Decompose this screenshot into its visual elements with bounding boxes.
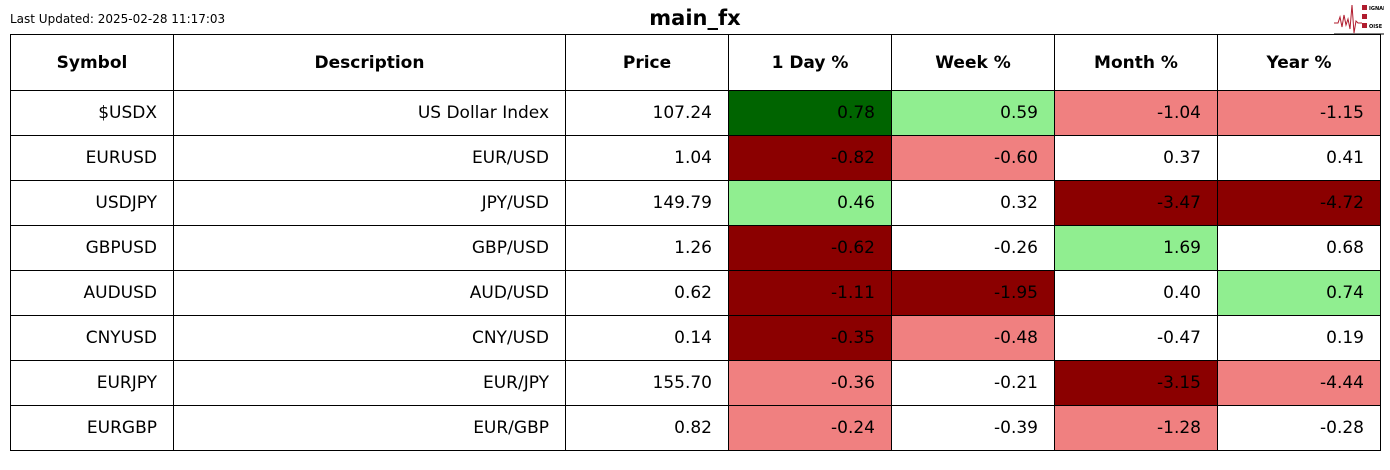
percent-change-cell: -0.24 [728,405,892,451]
percent-change-cell: 0.59 [891,90,1055,136]
table-row: AUDUSD AUD/USD 0.62 -1.11 -1.95 0.40 0.74 [10,270,1381,316]
percent-change-cell: 0.32 [891,180,1055,226]
price-cell: 155.70 [565,360,729,406]
percent-change-cell: -4.72 [1217,180,1381,226]
table-row: GBPUSD GBP/USD 1.26 -0.62 -0.26 1.69 0.68 [10,225,1381,271]
price-cell: 0.82 [565,405,729,451]
table-row: $USDX US Dollar Index 107.24 0.78 0.59 -1.04-… [10,90,1381,136]
percent-change-cell: -1.11 [728,270,892,316]
percent-change-cell: -0.21 [891,360,1055,406]
percent-change-cell: 0.74 [1217,270,1381,316]
percent-change-cell: -1.95 [891,270,1055,316]
table-row: EURJPY EUR/JPY 155.70 -0.36 -0.21 -3.15 -4.44 [10,360,1381,406]
percent-change-cell: -0.47 [1054,315,1218,361]
description-cell: US Dollar Index [173,90,566,136]
percent-change-cell: 0.37 [1054,135,1218,181]
percent-change-cell: -1.28 [1054,405,1218,451]
signal-2-noise-logo: IGNAL OISE [1334,4,1384,35]
percent-change-cell: -3.47 [1054,180,1218,226]
percent-change-cell: 0.41 [1217,135,1381,181]
price-cell: 107.24 [565,90,729,136]
percent-change-cell: -0.35 [728,315,892,361]
column-header: Symbol [10,34,174,91]
last-updated-label: Last Updated: 2025-02-28 11:17:03 [10,12,226,26]
symbol-cell: EURUSD [10,135,174,181]
svg-text:IGNAL: IGNAL [1369,6,1384,12]
symbol-cell: GBPUSD [10,225,174,271]
description-cell: EUR/USD [173,135,566,181]
page-title: main_fx [649,6,741,30]
column-header: 1 Day % [728,34,892,91]
table-row: EURGBP EUR/GBP 0.82 -0.24 -0.39 -1.28 -0.28 [10,405,1381,451]
percent-change-cell: -0.82 [728,135,892,181]
column-header: Week % [891,34,1055,91]
description-cell: AUD/USD [173,270,566,316]
price-cell: 0.14 [565,315,729,361]
symbol-cell: CNYUSD [10,315,174,361]
table-row: USDJPY JPY/USD 149.79 0.46 0.32 -3.47 -4.72 [10,180,1381,226]
percent-change-cell: -0.26 [891,225,1055,271]
percent-change-cell: -0.39 [891,405,1055,451]
symbol-cell: EURGBP [10,405,174,451]
description-cell: JPY/USD [173,180,566,226]
description-cell: EUR/JPY [173,360,566,406]
table-row: EURUSD EUR/USD 1.04 -0.82 -0.60 0.37 0.41 [10,135,1381,181]
percent-change-cell: -0.28 [1217,405,1381,451]
price-cell: 149.79 [565,180,729,226]
percent-change-cell: -4.44 [1217,360,1381,406]
percent-change-cell: 0.68 [1217,225,1381,271]
symbol-cell: AUDUSD [10,270,174,316]
price-cell: 1.26 [565,225,729,271]
percent-change-cell: -0.48 [891,315,1055,361]
percent-change-cell: 0.78 [728,90,892,136]
percent-change-cell: 0.46 [728,180,892,226]
column-header: Description [173,34,566,91]
fx-table: Symbol Description Price 1 Day % Week % Month… [10,34,1381,451]
percent-change-cell: 0.19 [1217,315,1381,361]
symbol-cell: $USDX [10,90,174,136]
percent-change-cell: -1.15 [1217,90,1381,136]
percent-change-cell: -1.04 [1054,90,1218,136]
price-cell: 1.04 [565,135,729,181]
symbol-cell: EURJPY [10,360,174,406]
symbol-cell: USDJPY [10,180,174,226]
svg-text:OISE: OISE [1369,24,1383,30]
table-row: CNYUSD CNY/USD 0.14 -0.35 -0.48 -0.47 0.19 [10,315,1381,361]
percent-change-cell: -0.60 [891,135,1055,181]
description-cell: GBP/USD [173,225,566,271]
percent-change-cell: -0.36 [728,360,892,406]
column-header: Month % [1054,34,1218,91]
percent-change-cell: 1.69 [1054,225,1218,271]
price-cell: 0.62 [565,270,729,316]
description-cell: EUR/GBP [173,405,566,451]
column-header: Year % [1217,34,1381,91]
percent-change-cell: -0.62 [728,225,892,271]
percent-change-cell: 0.40 [1054,270,1218,316]
description-cell: CNY/USD [173,315,566,361]
column-header: Price [565,34,729,91]
percent-change-cell: -3.15 [1054,360,1218,406]
